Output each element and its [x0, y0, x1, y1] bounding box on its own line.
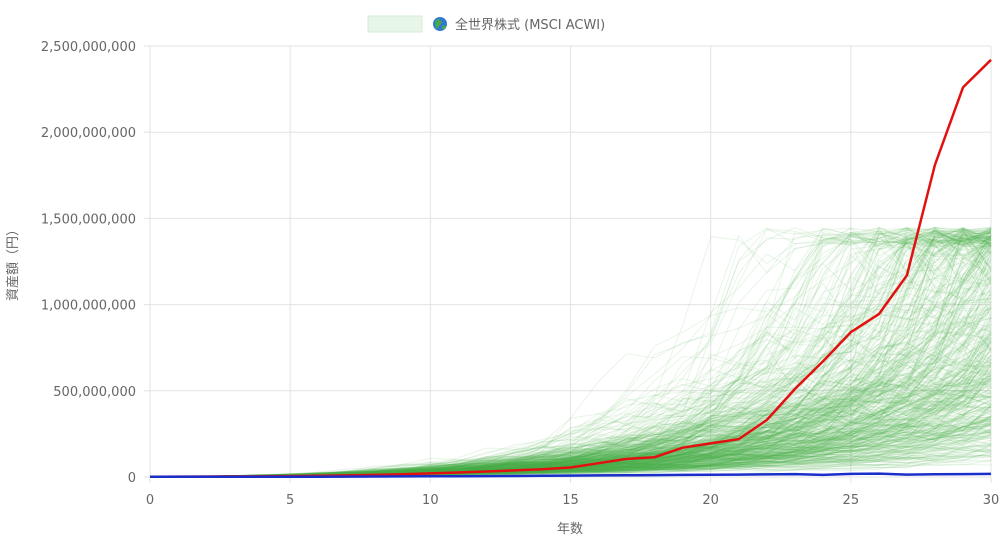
simulation-path	[149, 229, 992, 478]
simulation-path	[149, 226, 992, 478]
simulation-path	[149, 231, 992, 478]
y-tick-label: 2,500,000,000	[41, 40, 136, 55]
simulation-path	[149, 227, 992, 478]
y-tick-label: 0	[128, 471, 136, 486]
simulation-path	[149, 231, 992, 478]
simulation-path	[149, 349, 992, 478]
series-lines	[149, 58, 992, 479]
legend-label: 全世界株式 (MSCI ACWI)	[455, 17, 605, 33]
x-tick-label: 20	[702, 493, 719, 508]
simulation-path	[149, 459, 992, 478]
y-axis-title: 資産額（円）	[5, 223, 21, 301]
simulation-path	[149, 418, 992, 478]
globe-icon	[433, 17, 447, 31]
simulation-path	[149, 287, 992, 478]
simulation-path	[149, 237, 992, 478]
y-tick-label: 1,000,000,000	[41, 299, 136, 314]
simulation-path	[149, 359, 992, 478]
simulation-path	[149, 226, 992, 478]
y-tick-label: 2,000,000,000	[41, 126, 136, 141]
simulation-path	[149, 431, 992, 478]
simulation-path	[149, 230, 992, 478]
simulation-path	[149, 381, 992, 478]
simulation-path	[149, 270, 992, 478]
simulation-path	[149, 294, 992, 478]
simulation-path	[149, 226, 992, 478]
x-tick-label: 30	[983, 493, 1000, 508]
simulation-path	[149, 233, 992, 478]
simulation-path	[149, 243, 992, 478]
x-tick-label: 15	[562, 493, 579, 508]
simulation-path	[149, 394, 992, 478]
x-tick-label: 25	[843, 493, 860, 508]
simulation-path	[149, 230, 992, 478]
simulation-path	[149, 380, 992, 478]
simulation-path	[149, 236, 992, 478]
simulation-path	[149, 351, 992, 478]
simulation-path	[149, 227, 992, 478]
simulation-path	[149, 229, 992, 478]
simulation-path	[149, 230, 992, 478]
simulation-path	[149, 244, 992, 478]
simulation-path	[149, 237, 992, 478]
simulation-path	[149, 230, 992, 478]
simulation-path	[149, 434, 992, 478]
simulation-path	[149, 227, 992, 478]
simulation-path	[149, 369, 992, 478]
legend-swatch	[367, 15, 423, 33]
simulation-path	[149, 268, 992, 478]
y-tick-label: 1,500,000,000	[41, 212, 136, 227]
simulation-path	[149, 238, 992, 478]
simulation-path	[149, 227, 992, 478]
simulation-path	[149, 434, 992, 478]
simulation-path	[149, 377, 992, 478]
simulation-path	[149, 232, 992, 478]
legend[interactable]: 全世界株式 (MSCI ACWI)	[367, 15, 605, 33]
x-tick-label: 0	[146, 493, 154, 508]
simulation-path	[149, 282, 992, 478]
grid	[144, 45, 992, 483]
simulation-path	[149, 227, 992, 478]
worst-case-line	[149, 472, 992, 479]
simulation-path	[149, 229, 992, 478]
simulation-path	[149, 228, 992, 478]
simulation-path	[149, 227, 992, 478]
simulation-path	[149, 280, 992, 478]
simulation-path	[149, 243, 992, 478]
x-axis-ticks: 0 5 10 15 20 25 30	[146, 493, 999, 508]
x-tick-label: 5	[286, 493, 294, 508]
simulation-path	[149, 374, 992, 478]
simulation-path	[149, 233, 992, 478]
y-tick-label: 500,000,000	[53, 385, 136, 400]
simulation-path	[149, 229, 992, 478]
simulation-path	[149, 270, 992, 478]
simulation-path	[149, 235, 992, 478]
x-tick-label: 10	[422, 493, 439, 508]
simulation-path	[149, 402, 992, 478]
simulation-path	[149, 332, 992, 478]
x-axis-title: 年数	[557, 522, 583, 536]
simulation-path	[149, 376, 992, 478]
simulation-path	[149, 250, 992, 478]
simulation-path	[149, 228, 992, 478]
y-axis-ticks: 0 500,000,000 1,000,000,000 1,500,000,000 2,…	[41, 40, 136, 486]
simulation-path	[149, 332, 992, 478]
simulation-path	[149, 369, 992, 478]
